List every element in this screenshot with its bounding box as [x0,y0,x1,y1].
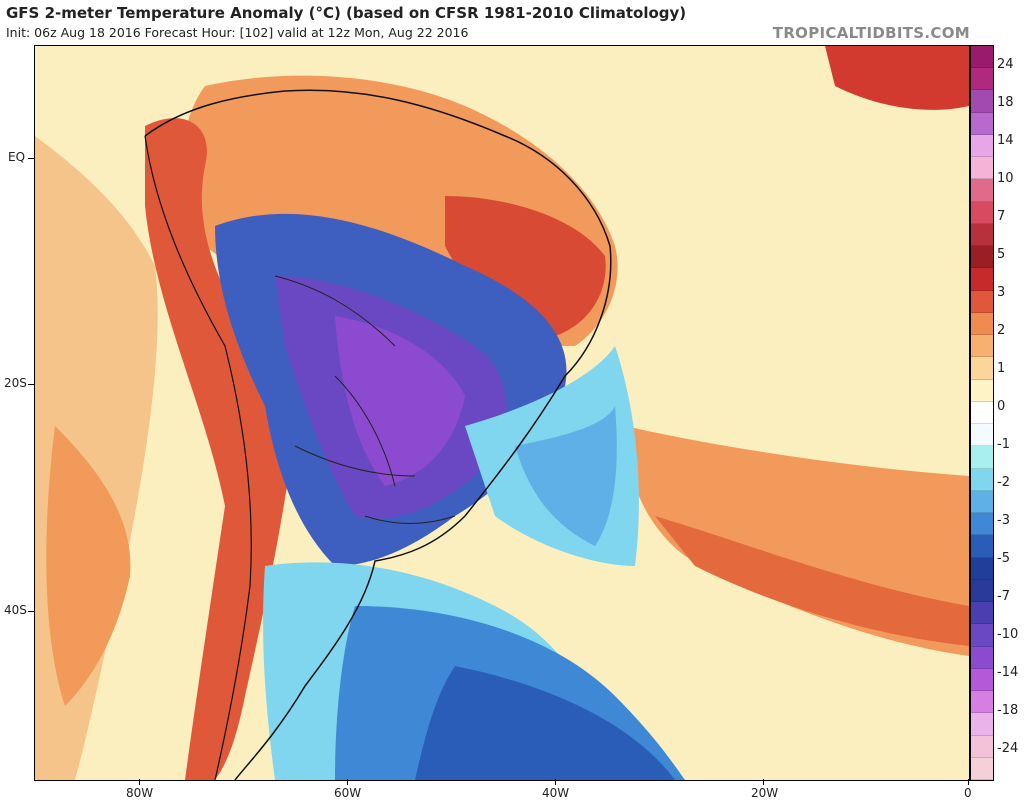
colorbar-cell [971,535,993,558]
map-subtitle: Init: 06z Aug 18 2016 Forecast Hour: [10… [6,25,469,40]
colorbar-label: -7 [997,589,1010,605]
colorbar-label: 14 [997,133,1014,149]
colorbar-cell [971,68,993,91]
lon-tick-60w [347,779,348,785]
colorbar-label: -2 [997,475,1010,491]
colorbar-cell [971,179,993,202]
colorbar-cell [971,513,993,536]
colorbar-cell [971,46,993,69]
colorbar-label: -5 [997,551,1010,567]
colorbar-cell [971,312,993,336]
colorbar-cell [971,401,993,425]
site-brand: TROPICALTIDBITS.COM [772,24,970,42]
colorbar-cell [971,112,993,135]
lat-label-20s: 20S [4,376,27,390]
colorbar-cell [971,223,993,247]
colorbar-label: -3 [997,513,1010,529]
lon-tick-20w [763,779,764,785]
colorbar-cell [971,713,993,736]
colorbar-cell [971,490,993,514]
colorbar-cell [971,446,993,469]
colorbar-label: -1 [997,437,1010,453]
map-title: GFS 2-meter Temperature Anomaly (°C) (ba… [6,4,687,22]
colorbar-cell [971,668,993,692]
lon-tick-40w [555,779,556,785]
colorbar-cell [971,602,993,625]
colorbar-cell [971,157,993,180]
colorbar-label: -10 [997,627,1019,643]
colorbar-cell [971,90,993,113]
colorbar-cell [971,201,993,224]
lat-tick-eq [28,158,34,159]
colorbar-cell [971,335,993,358]
colorbar-label: -24 [997,741,1019,757]
colorbar-cell [971,268,993,291]
lat-tick-40s [28,611,34,612]
colorbar-label: 1 [997,361,1006,377]
colorbar-label: -18 [997,703,1019,719]
colorbar-cell [971,468,993,491]
colorbar-cell [971,691,993,714]
colorbar [970,45,994,781]
anomaly-field [35,46,969,780]
colorbar-cell [971,735,993,758]
colorbar-cell [971,646,993,669]
colorbar-label: 10 [997,171,1014,187]
lat-label-40s: 40S [4,603,27,617]
colorbar-cell [971,134,993,158]
colorbar-cell [971,357,993,380]
colorbar-label: 24 [997,57,1014,72]
colorbar-cell [971,624,993,647]
lon-tick-0 [968,779,969,785]
lon-label-80w: 80W [126,786,154,800]
colorbar-cell [971,579,993,603]
colorbar-label: 3 [997,285,1006,301]
colorbar-cell [971,557,993,580]
lat-label-eq: EQ [8,150,26,164]
colorbar-cell [971,290,993,313]
colorbar-label: 5 [997,247,1006,263]
colorbar-cell [971,246,993,269]
anomaly-map [34,45,970,781]
lon-label-0: 0 [964,786,972,800]
lon-label-60w: 60W [334,786,362,800]
lon-label-20w: 20W [751,786,779,800]
lon-label-40w: 40W [542,786,570,800]
colorbar-label: 2 [997,323,1006,339]
colorbar-label: 18 [997,95,1014,111]
colorbar-label: 0 [997,399,1006,415]
colorbar-cell [971,424,993,447]
lon-tick-80w [139,779,140,785]
lat-tick-20s [28,384,34,385]
colorbar-label: -14 [997,665,1019,681]
colorbar-cell [971,379,993,402]
colorbar-cell [971,757,993,780]
colorbar-label: 7 [997,209,1006,225]
